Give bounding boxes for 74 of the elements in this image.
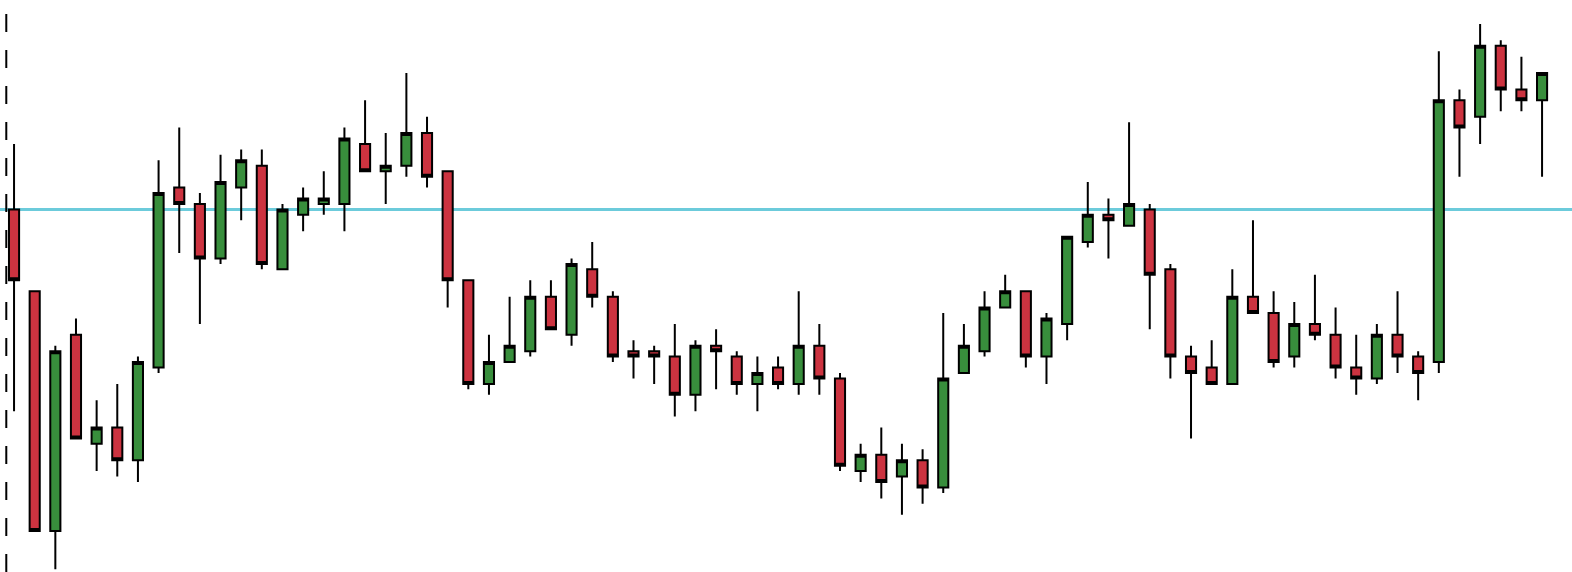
candlestick (1391, 290, 1404, 374)
candlestick (1350, 333, 1363, 396)
candlestick (1246, 219, 1260, 314)
candlestick (359, 99, 372, 173)
candlestick (1288, 301, 1301, 369)
candlestick (895, 442, 908, 516)
candlestick (90, 399, 103, 473)
candlestick (1308, 273, 1321, 342)
candlestick (255, 148, 268, 271)
candlestick (28, 290, 41, 533)
candlestick (317, 170, 330, 216)
candlestick (1494, 39, 1507, 113)
candlestick (400, 72, 413, 178)
candlestick (565, 257, 578, 347)
candlestick (1329, 306, 1342, 380)
candlestick (152, 159, 165, 374)
candlestick (730, 350, 743, 396)
candlestick (751, 355, 764, 413)
candlestick (173, 126, 186, 255)
candlestick (482, 333, 496, 396)
candlestick (916, 448, 929, 505)
candlestick (235, 148, 248, 222)
candlestick (999, 273, 1012, 309)
candlestick (111, 382, 124, 478)
candlestick (668, 322, 681, 418)
candlestick (524, 279, 537, 358)
candlestick (1061, 235, 1074, 342)
candlestick (1267, 290, 1280, 369)
candlestick (1370, 322, 1383, 385)
candlestick (1226, 268, 1239, 385)
candlestick (131, 355, 144, 484)
candlestick (1019, 290, 1032, 369)
candlestick (586, 241, 599, 309)
candlestick (833, 371, 847, 473)
candlestick (1412, 350, 1425, 402)
candlestick (648, 344, 661, 385)
candlestick (1432, 50, 1445, 374)
candlestick (937, 312, 950, 494)
candlestick (214, 153, 227, 265)
candlestick (772, 355, 785, 391)
candlestick (606, 290, 619, 364)
candlestick (441, 170, 454, 309)
candlestick (1123, 121, 1136, 227)
candlestick (1453, 88, 1466, 178)
candlestick (1164, 262, 1177, 380)
candlestick (297, 186, 310, 233)
candlestick (1143, 202, 1156, 331)
candlestick (462, 279, 475, 391)
candlestick (544, 279, 557, 331)
candlestick (1102, 197, 1115, 260)
candlestick (689, 339, 702, 413)
candlestick (69, 317, 83, 440)
candlestick (1474, 23, 1487, 145)
candlestick (1536, 72, 1549, 178)
candlestick (1515, 55, 1528, 113)
candlestick (792, 290, 805, 396)
candlestick (338, 126, 351, 233)
candlestick (193, 192, 206, 325)
candlestick (1081, 181, 1094, 249)
candlestick (503, 295, 516, 364)
candlestick (49, 344, 62, 571)
candlestick (813, 322, 826, 396)
candlestick (420, 115, 434, 189)
candlestick (276, 202, 289, 271)
candlestick (627, 339, 640, 380)
candlestick (710, 328, 723, 391)
candlestick (1184, 344, 1198, 440)
candlestick (978, 290, 991, 358)
candlestick (1040, 312, 1053, 385)
candlestick (957, 322, 970, 374)
candlestick (875, 426, 888, 500)
candlestick (854, 442, 867, 484)
candlestick (1205, 339, 1218, 385)
candlestick (379, 132, 392, 205)
